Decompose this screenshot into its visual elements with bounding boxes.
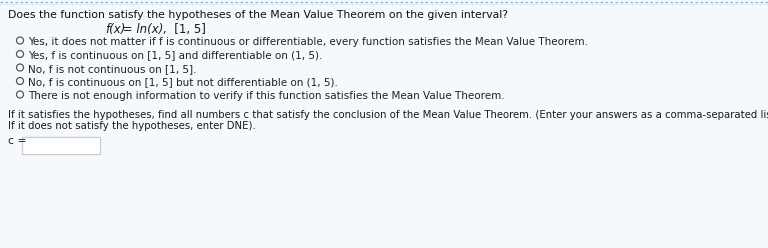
Text: If it does not satisfy the hypotheses, enter DNE).: If it does not satisfy the hypotheses, e…: [8, 121, 256, 131]
Bar: [22, 137, 100, 154]
Text: c =: c =: [8, 136, 27, 146]
Text: = ln(x),: = ln(x),: [119, 23, 167, 36]
Text: Does the function satisfy the hypotheses of the Mean Value Theorem on the given : Does the function satisfy the hypotheses…: [8, 10, 508, 20]
Text: No, f is not continuous on [1, 5].: No, f is not continuous on [1, 5].: [28, 64, 197, 74]
Text: If it satisfies the hypotheses, find all numbers c that satisfy the conclusion o: If it satisfies the hypotheses, find all…: [8, 110, 768, 120]
Text: Yes, f is continuous on [1, 5] and differentiable on (1, 5).: Yes, f is continuous on [1, 5] and diffe…: [28, 51, 323, 61]
Text: Yes, it does not matter if f is continuous or differentiable, every function sat: Yes, it does not matter if f is continuo…: [28, 37, 588, 47]
Text: No, f is continuous on [1, 5] but not differentiable on (1, 5).: No, f is continuous on [1, 5] but not di…: [28, 77, 339, 88]
Text: f(x): f(x): [105, 23, 125, 36]
Text: [1, 5]: [1, 5]: [163, 23, 206, 36]
Text: There is not enough information to verify if this function satisfies the Mean Va: There is not enough information to verif…: [28, 91, 505, 101]
